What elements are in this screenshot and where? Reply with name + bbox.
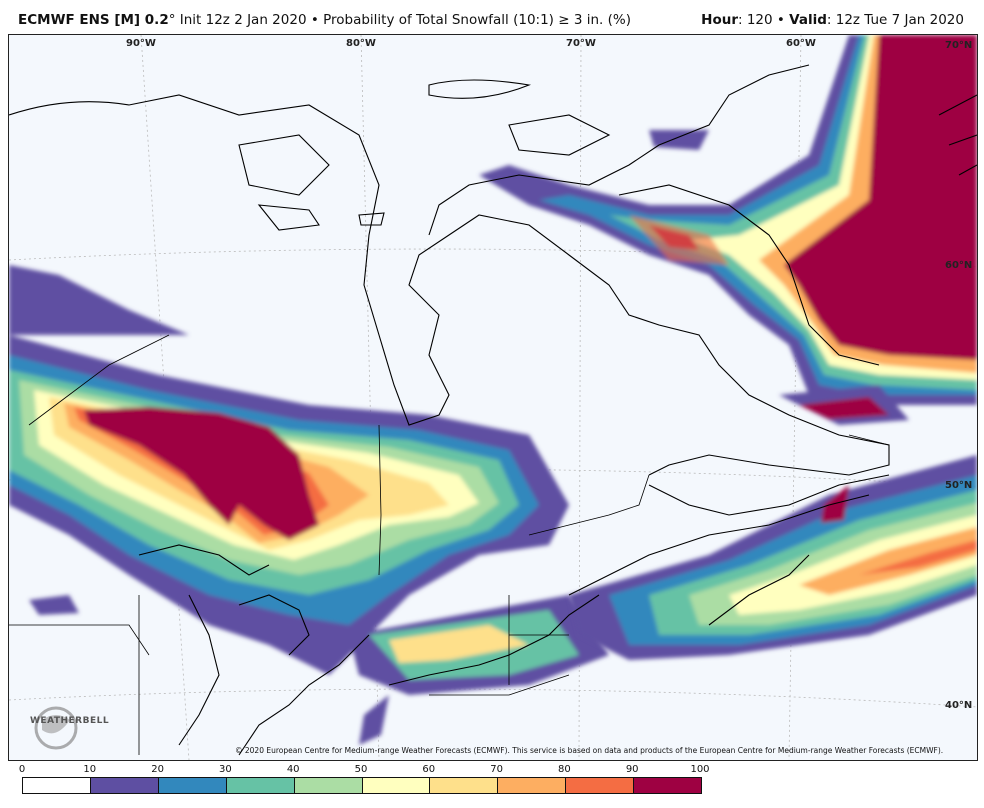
colorbar-tick-label: 60 (422, 764, 436, 775)
logo-text: WEATHERBELL (30, 716, 110, 726)
forecast-hour: : 120 (738, 12, 773, 28)
colorbar-segment (361, 778, 430, 793)
snow-band-west (9, 265, 609, 745)
lat-label-70n: 70°N (945, 40, 973, 51)
lat-label-40n: 40°N (945, 700, 973, 711)
model-name: ECMWF ENS [M] 0.2 (18, 12, 169, 28)
colorbar-segment (633, 778, 702, 793)
colorbar-segment (429, 778, 498, 793)
colorbar-tick-label: 100 (690, 764, 710, 775)
copyright-notice: © 2020 European Centre for Medium-range … (235, 746, 944, 755)
colorbar-segment (23, 778, 90, 793)
colorbar-tick-label: 80 (558, 764, 571, 775)
weatherbell-logo (34, 706, 78, 750)
lat-label-60n: 60°N (945, 260, 973, 271)
colorbar-tick-label: 30 (219, 764, 232, 775)
lon-label-90w: 90°W (126, 38, 156, 49)
colorbar-tick-label: 40 (286, 764, 300, 775)
colorbar (22, 777, 702, 794)
colorbar-tick-label: 10 (83, 764, 97, 775)
colorbar-segment (157, 778, 226, 793)
snow-band-atlantic (569, 455, 977, 660)
init-time: Init 12z 2 Jan 2020 (175, 12, 307, 28)
lat-label-50n: 50°N (945, 480, 973, 491)
colorbar-segment (293, 778, 362, 793)
colorbar-segment (497, 778, 566, 793)
snow-band-north (479, 35, 977, 425)
colorbar-tick-label: 70 (490, 764, 503, 775)
colorbar-segment (225, 778, 294, 793)
lon-label-80w: 80°W (346, 38, 376, 49)
colorbar-segment (89, 778, 158, 793)
valid-date: : 12z Tue 7 Jan 2020 (826, 12, 964, 28)
colorbar-tick-label: 20 (151, 764, 164, 775)
lon-label-60w: 60°W (786, 38, 816, 49)
colorbar-tick-label: 0 (18, 764, 26, 775)
product-name: Probability of Total Snowfall (10:1) ≥ 3… (323, 12, 631, 28)
lon-label-70w: 70°W (566, 38, 596, 49)
borders (9, 334, 890, 755)
colorbar-tick-label: 50 (354, 764, 368, 775)
colorbar-tick-label: 90 (625, 764, 639, 775)
valid-time: Hour: 120 • Valid: 12z Tue 7 Jan 2020 (701, 12, 964, 28)
snowfall-probability-map (9, 35, 977, 760)
title-bar: ECMWF ENS [M] 0.2° Init 12z 2 Jan 2020 •… (0, 0, 984, 34)
map-title: ECMWF ENS [M] 0.2° Init 12z 2 Jan 2020 •… (18, 12, 631, 28)
colorbar-segment (565, 778, 634, 793)
map-panel (8, 34, 978, 761)
